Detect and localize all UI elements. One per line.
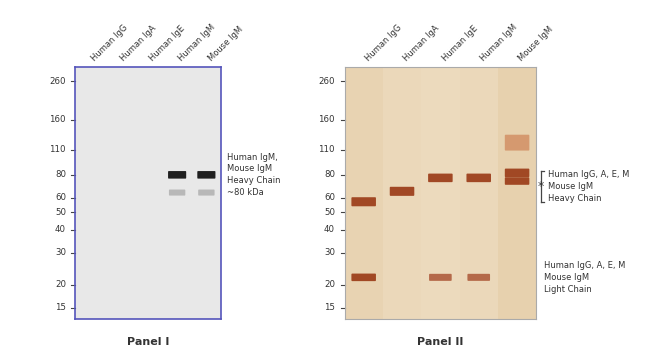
Text: 15: 15 [55,303,66,312]
Text: Human IgM: Human IgM [478,23,519,63]
Text: Human IgG: Human IgG [364,24,404,63]
FancyBboxPatch shape [467,274,490,281]
Text: 40: 40 [324,225,335,234]
Bar [344,67,383,319]
Text: 260: 260 [318,77,335,86]
Text: Human IgE: Human IgE [148,24,187,63]
Text: 20: 20 [55,280,66,289]
Text: 40: 40 [55,225,66,234]
Text: 30: 30 [55,248,66,257]
Text: Human IgG: Human IgG [90,24,129,63]
Text: 110: 110 [49,145,66,154]
FancyBboxPatch shape [428,174,452,182]
Text: Mouse IgM: Mouse IgM [207,25,244,63]
FancyBboxPatch shape [467,174,491,182]
Text: 80: 80 [55,170,66,179]
Text: *: * [538,180,544,193]
Text: 110: 110 [318,145,335,154]
Bar [460,67,498,319]
Text: 160: 160 [49,115,66,124]
Bar [498,67,536,319]
Text: Mouse IgM: Mouse IgM [517,25,555,63]
Text: Human IgE: Human IgE [441,24,479,63]
Text: 80: 80 [324,170,335,179]
Text: 20: 20 [324,280,335,289]
Text: 260: 260 [49,77,66,86]
Bar [421,67,460,319]
FancyBboxPatch shape [169,189,185,196]
FancyBboxPatch shape [352,274,376,281]
Text: Human IgA: Human IgA [402,24,441,63]
FancyBboxPatch shape [505,135,529,150]
FancyBboxPatch shape [505,169,529,177]
FancyBboxPatch shape [429,274,452,281]
Text: Human IgM,
Mouse IgM
Heavy Chain
~80 kDa: Human IgM, Mouse IgM Heavy Chain ~80 kDa [227,152,280,197]
Text: 60: 60 [324,193,335,202]
Text: 160: 160 [318,115,335,124]
Text: Panel I: Panel I [127,337,169,345]
Bar [383,67,421,319]
Text: Human IgG, A, E, M
Mouse IgM
Heavy Chain: Human IgG, A, E, M Mouse IgM Heavy Chain [548,170,629,203]
Text: Human IgA: Human IgA [119,24,158,63]
Text: Human IgM: Human IgM [177,23,218,63]
FancyBboxPatch shape [198,189,214,196]
FancyBboxPatch shape [352,197,376,206]
FancyBboxPatch shape [390,187,414,196]
Text: 60: 60 [55,193,66,202]
Text: Human IgG, A, E, M
Mouse IgM
Light Chain: Human IgG, A, E, M Mouse IgM Light Chain [544,261,625,294]
Text: Panel II: Panel II [417,337,463,345]
FancyBboxPatch shape [198,171,215,179]
FancyBboxPatch shape [168,171,186,179]
Text: 15: 15 [324,303,335,312]
Text: 50: 50 [55,208,66,217]
Text: 50: 50 [324,208,335,217]
Text: 30: 30 [324,248,335,257]
FancyBboxPatch shape [505,177,529,185]
